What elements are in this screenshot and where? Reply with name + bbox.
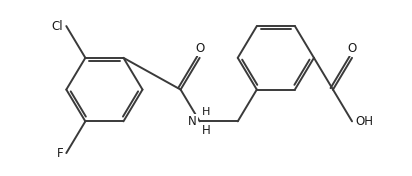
Text: N: N <box>188 115 197 128</box>
Text: O: O <box>347 42 357 55</box>
Text: F: F <box>56 147 63 160</box>
Text: OH: OH <box>355 115 373 128</box>
Text: H: H <box>202 124 211 137</box>
Text: Cl: Cl <box>51 20 63 33</box>
Text: O: O <box>195 42 204 55</box>
Text: H: H <box>201 107 210 117</box>
